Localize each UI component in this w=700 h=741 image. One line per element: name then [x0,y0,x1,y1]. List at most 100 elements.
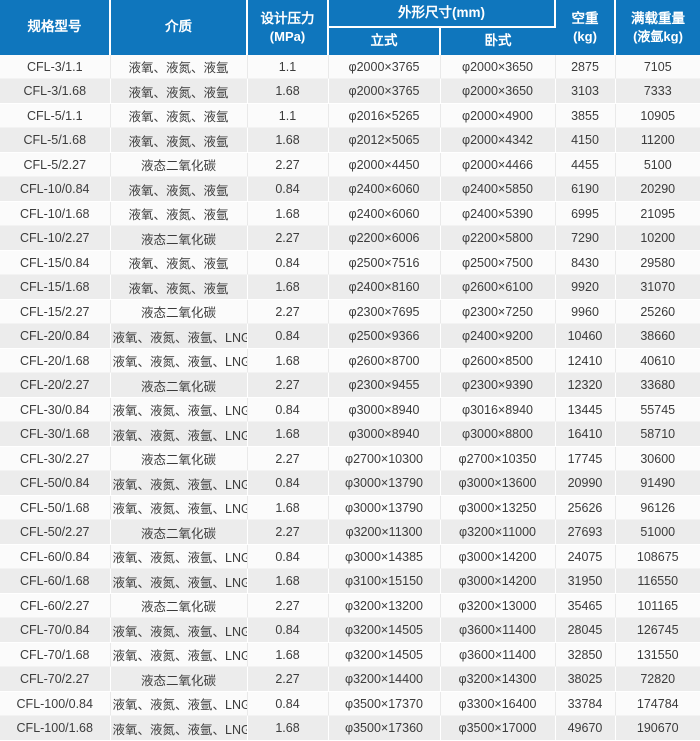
cell-design-pressure: 0.84 [247,470,329,496]
cell-medium: 液氧、液氮、液氩 [110,78,248,104]
cell-full-weight: 126745 [615,617,700,643]
table-row: CFL-20/0.84 液氧、液氮、液氩、LNG 0.84 φ2500×9366… [0,323,700,349]
cell-full-weight: 131550 [615,642,700,668]
cell-design-pressure: 2.27 [247,446,329,472]
cell-model: CFL-70/0.84 [0,617,111,643]
cell-full-weight: 7105 [615,55,700,80]
cell-medium: 液态二氧化碳 [110,225,248,251]
cell-medium: 液氧、液氮、液氩、LNG [110,495,248,521]
cell-empty-weight: 28045 [555,617,616,643]
cell-full-weight: 190670 [615,715,700,741]
table-row: CFL-100/1.68 液氧、液氮、液氩、LNG 1.68 φ3500×173… [0,715,700,741]
cell-model: CFL-10/2.27 [0,225,111,251]
cell-vertical-dimension: φ2016×5265 [328,103,441,129]
table-row: CFL-60/1.68 液氧、液氮、液氩、LNG 1.68 φ3100×1515… [0,568,700,594]
table-row: CFL-30/1.68 液氧、液氮、液氩、LNG 1.68 φ3000×8940… [0,421,700,447]
cell-horizontal-dimension: φ2500×7500 [440,250,556,276]
cell-vertical-dimension: φ3500×17370 [328,691,441,717]
table-row: CFL-50/0.84 液氧、液氮、液氩、LNG 0.84 φ3000×1379… [0,470,700,496]
cell-vertical-dimension: φ3200×14505 [328,617,441,643]
cell-model: CFL-50/1.68 [0,495,111,521]
cell-medium: 液氧、液氮、液氩、LNG [110,544,248,570]
cell-full-weight: 10200 [615,225,700,251]
cell-vertical-dimension: φ2000×4450 [328,152,441,178]
table-row: CFL-60/0.84 液氧、液氮、液氩、LNG 0.84 φ3000×1438… [0,544,700,570]
cell-empty-weight: 25626 [555,495,616,521]
cell-medium: 液态二氧化碳 [110,372,248,398]
cell-design-pressure: 0.84 [247,691,329,717]
cell-vertical-dimension: φ2400×6060 [328,176,441,202]
cell-horizontal-dimension: φ3500×17000 [440,715,556,741]
cell-full-weight: 21095 [615,201,700,227]
cell-medium: 液氧、液氮、液氩 [110,127,248,153]
header-full-weight-line2: (液氩kg) [633,28,683,44]
cell-design-pressure: 0.84 [247,544,329,570]
table-row: CFL-50/2.27 液态二氧化碳 2.27 φ3200×11300 φ320… [0,519,700,545]
spec-table-body: CFL-3/1.1 液氧、液氮、液氩 1.1 φ2000×3765 φ2000×… [0,55,700,741]
cell-medium: 液态二氧化碳 [110,152,248,178]
cell-medium: 液氧、液氮、液氩、LNG [110,397,248,423]
cell-medium: 液氧、液氮、液氩 [110,55,248,80]
cell-empty-weight: 4455 [555,152,616,178]
cell-full-weight: 11200 [615,127,700,153]
header-vertical-type: 立式 [328,27,441,55]
cell-full-weight: 96126 [615,495,700,521]
cell-model: CFL-60/1.68 [0,568,111,594]
cell-vertical-dimension: φ3000×8940 [328,397,441,423]
cell-full-weight: 38660 [615,323,700,349]
cell-model: CFL-5/1.68 [0,127,111,153]
cell-empty-weight: 4150 [555,127,616,153]
cell-horizontal-dimension: φ3600×11400 [440,617,556,643]
cell-medium: 液氧、液氮、液氩、LNG [110,715,248,741]
table-row: CFL-20/2.27 液态二氧化碳 2.27 φ2300×9455 φ2300… [0,372,700,398]
header-horizontal-type: 卧式 [440,27,555,55]
cell-medium: 液氧、液氮、液氩 [110,103,248,129]
cell-empty-weight: 49670 [555,715,616,741]
cell-empty-weight: 6190 [555,176,616,202]
cell-horizontal-dimension: φ3200×11000 [440,519,556,545]
cell-vertical-dimension: φ3000×13790 [328,495,441,521]
cell-empty-weight: 20990 [555,470,616,496]
cell-design-pressure: 0.84 [247,176,329,202]
cell-design-pressure: 2.27 [247,152,329,178]
header-design-pressure-line2: (MPa) [269,28,306,44]
cell-design-pressure: 1.68 [247,495,329,521]
cell-full-weight: 116550 [615,568,700,594]
cell-full-weight: 5100 [615,152,700,178]
cell-empty-weight: 27693 [555,519,616,545]
cell-full-weight: 174784 [615,691,700,717]
cell-model: CFL-10/1.68 [0,201,111,227]
cell-empty-weight: 8430 [555,250,616,276]
cell-horizontal-dimension: φ2600×8500 [440,348,556,374]
cell-full-weight: 101165 [615,593,700,619]
cell-horizontal-dimension: φ2400×5850 [440,176,556,202]
cell-medium: 液氧、液氮、液氩、LNG [110,691,248,717]
cell-medium: 液态二氧化碳 [110,593,248,619]
cell-horizontal-dimension: φ3200×14300 [440,666,556,692]
cell-horizontal-dimension: φ2200×5800 [440,225,556,251]
cell-model: CFL-20/0.84 [0,323,111,349]
cell-vertical-dimension: φ2300×9455 [328,372,441,398]
cell-model: CFL-15/0.84 [0,250,111,276]
table-row: CFL-3/1.1 液氧、液氮、液氩 1.1 φ2000×3765 φ2000×… [0,55,700,80]
cell-empty-weight: 38025 [555,666,616,692]
cell-empty-weight: 17745 [555,446,616,472]
spec-table-header: 规格型号 介质 设计压力 (MPa) 外形尺寸(mm) 空重 (kg) 满载重量… [0,0,700,55]
cell-design-pressure: 1.68 [247,201,329,227]
table-row: CFL-15/2.27 液态二氧化碳 2.27 φ2300×7695 φ2300… [0,299,700,325]
cell-full-weight: 91490 [615,470,700,496]
header-model: 规格型号 [0,0,111,55]
cell-full-weight: 30600 [615,446,700,472]
cell-vertical-dimension: φ2700×10300 [328,446,441,472]
cell-model: CFL-15/1.68 [0,274,111,300]
table-row: CFL-15/0.84 液氧、液氮、液氩 0.84 φ2500×7516 φ25… [0,250,700,276]
cell-medium: 液态二氧化碳 [110,519,248,545]
table-row: CFL-100/0.84 液氧、液氮、液氩、LNG 0.84 φ3500×173… [0,691,700,717]
cell-model: CFL-30/2.27 [0,446,111,472]
cell-design-pressure: 2.27 [247,225,329,251]
cell-horizontal-dimension: φ2300×7250 [440,299,556,325]
cell-empty-weight: 33784 [555,691,616,717]
table-row: CFL-20/1.68 液氧、液氮、液氩、LNG 1.68 φ2600×8700… [0,348,700,374]
cell-vertical-dimension: φ3500×17360 [328,715,441,741]
